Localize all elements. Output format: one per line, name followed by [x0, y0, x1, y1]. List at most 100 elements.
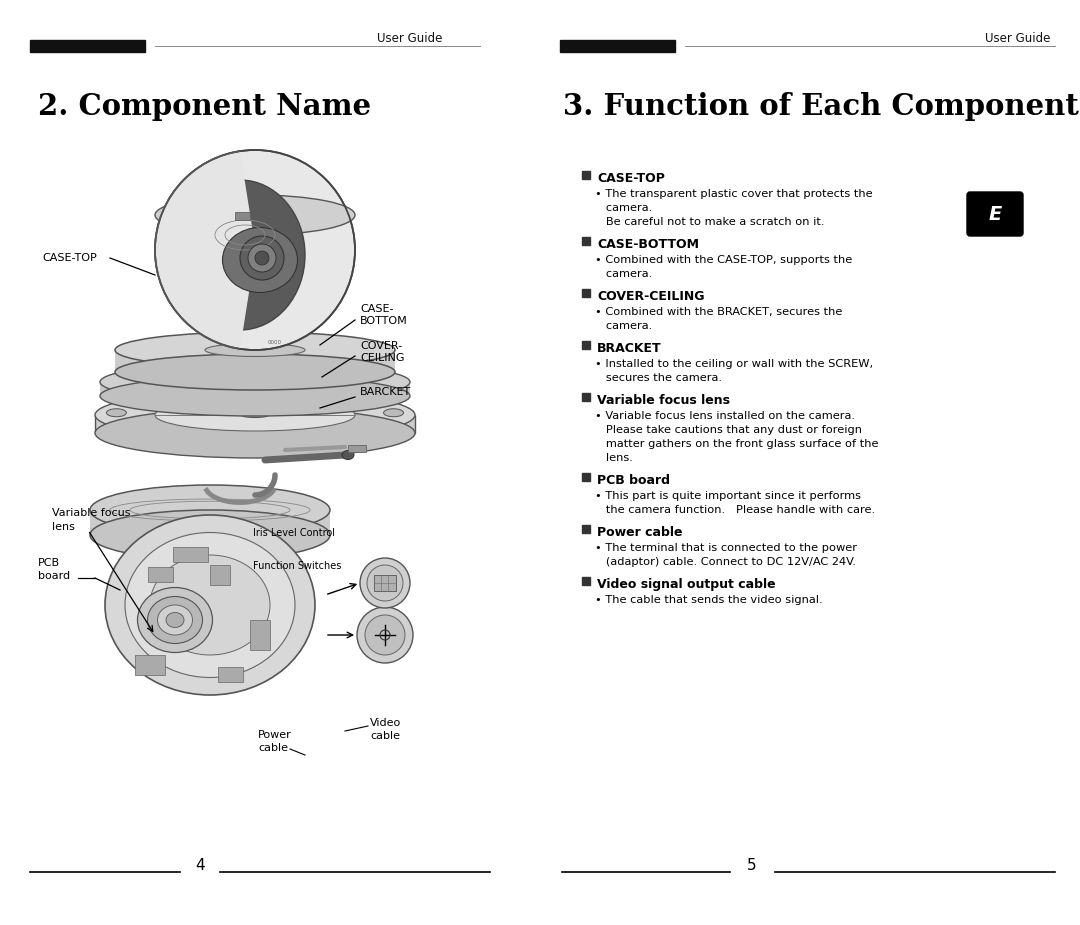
Ellipse shape — [383, 409, 404, 417]
Text: CASE-BOTTOM: CASE-BOTTOM — [597, 238, 699, 251]
Text: Video signal output cable: Video signal output cable — [597, 578, 775, 591]
Text: • Installed to the ceiling or wall with the SCREW,: • Installed to the ceiling or wall with … — [595, 359, 873, 369]
Bar — [235, 212, 249, 220]
Text: BRACKET: BRACKET — [597, 342, 662, 355]
Bar — [114, 350, 395, 372]
Text: • Variable focus lens installed on the camera.: • Variable focus lens installed on the c… — [595, 411, 855, 421]
Ellipse shape — [90, 510, 330, 560]
Text: User Guide: User Guide — [985, 31, 1050, 44]
Text: BARCKET: BARCKET — [360, 387, 411, 397]
Ellipse shape — [175, 180, 305, 330]
Ellipse shape — [105, 515, 315, 695]
Text: lens: lens — [52, 522, 75, 532]
Text: • Combined with the BRACKET, secures the: • Combined with the BRACKET, secures the — [595, 307, 842, 317]
Bar — [249, 620, 270, 650]
Text: board: board — [38, 571, 70, 581]
Polygon shape — [95, 415, 415, 433]
Text: cable: cable — [258, 743, 288, 753]
Text: • The terminal that is connected to the power: • The terminal that is connected to the … — [595, 543, 858, 553]
Text: Be careful not to make a scratch on it.: Be careful not to make a scratch on it. — [595, 217, 824, 227]
Text: User Guide: User Guide — [377, 31, 442, 44]
Text: CASE-TOP: CASE-TOP — [597, 172, 665, 185]
Ellipse shape — [95, 408, 415, 458]
Text: • The transparent plastic cover that protects the: • The transparent plastic cover that pro… — [595, 189, 873, 199]
Bar — [218, 667, 243, 682]
Ellipse shape — [342, 450, 354, 460]
Ellipse shape — [205, 343, 305, 356]
Bar — [582, 341, 590, 349]
Text: CASE-TOP: CASE-TOP — [42, 253, 97, 263]
Polygon shape — [156, 151, 255, 349]
Text: lens.: lens. — [595, 453, 633, 463]
Circle shape — [360, 558, 410, 608]
Ellipse shape — [125, 533, 295, 677]
Ellipse shape — [95, 390, 415, 440]
Ellipse shape — [158, 605, 192, 635]
Ellipse shape — [137, 587, 213, 652]
Text: 5: 5 — [747, 858, 757, 873]
Ellipse shape — [241, 413, 269, 417]
Text: Variable focus: Variable focus — [52, 508, 131, 518]
Circle shape — [248, 244, 276, 272]
Bar — [582, 171, 590, 179]
Text: 0000: 0000 — [268, 339, 282, 344]
Ellipse shape — [156, 195, 355, 235]
Text: secures the camera.: secures the camera. — [595, 373, 723, 383]
Circle shape — [357, 607, 413, 663]
Text: E: E — [988, 204, 1001, 224]
Bar — [582, 393, 590, 401]
Circle shape — [255, 251, 269, 265]
Bar — [582, 525, 590, 533]
Text: cable: cable — [370, 731, 400, 741]
Bar — [582, 473, 590, 481]
Text: Function Switches: Function Switches — [253, 561, 341, 571]
Text: Iris Level Control: Iris Level Control — [253, 528, 335, 538]
Text: Video: Video — [370, 718, 402, 728]
Circle shape — [367, 565, 403, 601]
Bar — [100, 382, 410, 396]
Circle shape — [156, 150, 355, 350]
FancyBboxPatch shape — [967, 192, 1023, 236]
Text: PCB board: PCB board — [597, 474, 670, 487]
Ellipse shape — [200, 375, 310, 389]
Text: 4: 4 — [195, 858, 205, 873]
Text: camera.: camera. — [595, 321, 652, 331]
Bar — [374, 575, 396, 591]
Bar — [348, 445, 366, 452]
Text: (adaptor) cable. Connect to DC 12V/AC 24V.: (adaptor) cable. Connect to DC 12V/AC 24… — [595, 557, 856, 567]
Ellipse shape — [166, 612, 184, 627]
Ellipse shape — [100, 376, 410, 416]
Text: Power: Power — [258, 730, 292, 740]
Text: matter gathers on the front glass surface of the: matter gathers on the front glass surfac… — [595, 439, 878, 449]
Ellipse shape — [148, 597, 203, 644]
Text: Power cable: Power cable — [597, 526, 683, 539]
Ellipse shape — [107, 409, 126, 417]
Text: COVER-CEILING: COVER-CEILING — [597, 290, 704, 303]
Bar — [582, 577, 590, 585]
Ellipse shape — [90, 485, 330, 535]
Text: • The cable that sends the video signal.: • The cable that sends the video signal. — [595, 595, 823, 605]
Ellipse shape — [222, 228, 297, 292]
Ellipse shape — [156, 399, 355, 431]
Bar — [582, 289, 590, 297]
Text: 2. Component Name: 2. Component Name — [38, 92, 372, 121]
Text: camera.: camera. — [595, 203, 652, 213]
Ellipse shape — [114, 332, 395, 368]
Ellipse shape — [150, 555, 270, 655]
Text: the camera function.   Please handle with care.: the camera function. Please handle with … — [595, 505, 875, 515]
Bar — [561, 40, 675, 52]
Text: • This part is quite important since it performs: • This part is quite important since it … — [595, 491, 861, 501]
Bar — [148, 567, 173, 582]
Bar — [210, 565, 230, 585]
Bar — [582, 237, 590, 245]
Ellipse shape — [114, 354, 395, 390]
Text: CASE-
BOTTOM: CASE- BOTTOM — [360, 304, 408, 326]
Text: camera.: camera. — [595, 269, 652, 279]
Ellipse shape — [100, 362, 410, 402]
Text: • Combined with the CASE-TOP, supports the: • Combined with the CASE-TOP, supports t… — [595, 255, 852, 265]
Circle shape — [365, 615, 405, 655]
Bar — [173, 547, 208, 562]
Circle shape — [240, 236, 284, 280]
Text: 3. Function of Each Component: 3. Function of Each Component — [563, 92, 1079, 121]
Bar — [30, 40, 145, 52]
